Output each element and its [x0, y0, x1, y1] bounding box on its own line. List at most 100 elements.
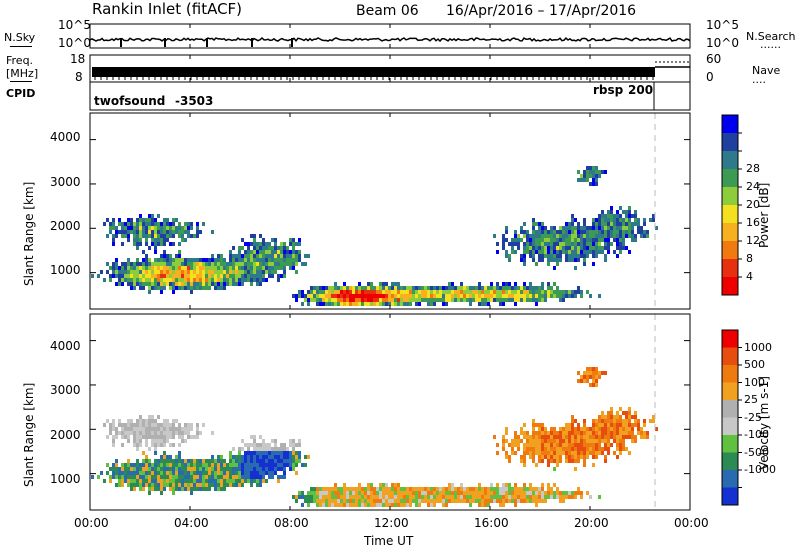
velocity-cell	[556, 443, 559, 447]
velocity-cell	[460, 491, 463, 495]
velocity-cell	[244, 451, 247, 455]
velocity-cell	[262, 451, 265, 455]
power-cell	[277, 250, 280, 254]
velocity-cell	[556, 455, 559, 459]
velocity-cell	[481, 499, 484, 503]
velocity-cell	[619, 443, 622, 447]
velocity-cell	[583, 423, 586, 427]
velocity-cell	[586, 431, 589, 435]
power-cell	[199, 230, 202, 234]
power-cell	[169, 226, 172, 230]
power-cell	[229, 258, 232, 262]
power-cell	[178, 222, 181, 226]
power-cell	[535, 234, 538, 238]
power-cell	[523, 294, 526, 298]
velocity-cell	[631, 423, 634, 427]
power-cell	[538, 226, 541, 230]
velocity-cell	[178, 431, 181, 435]
power-cell	[373, 302, 376, 306]
velocity-cell	[604, 455, 607, 459]
velocity-cell	[565, 491, 568, 495]
velocity-cell	[550, 459, 553, 463]
velocity-cell	[139, 487, 142, 491]
velocity-cell	[271, 447, 274, 451]
velocity-cell	[151, 443, 154, 447]
velocity-cell	[382, 491, 385, 495]
power-cell	[577, 290, 580, 294]
power-cell	[643, 234, 646, 238]
velocity-cell	[259, 467, 262, 471]
power-cell	[268, 266, 271, 270]
velocity-cell	[184, 467, 187, 471]
velocity-cell	[532, 423, 535, 427]
power-cell	[121, 270, 124, 274]
power-cell	[556, 230, 559, 234]
velocity-cell	[232, 463, 235, 467]
velocity-cell	[298, 455, 301, 459]
power-cell	[562, 246, 565, 250]
power-cell	[298, 258, 301, 262]
power-cell	[505, 254, 508, 258]
velocity-cell	[253, 455, 256, 459]
velocity-cell	[532, 439, 535, 443]
velocity-cell	[535, 491, 538, 495]
velocity-cell	[133, 463, 136, 467]
velocity-cell	[163, 479, 166, 483]
velocity-cell	[250, 451, 253, 455]
power-cell	[595, 178, 598, 182]
power-cell	[631, 238, 634, 242]
power-cell	[505, 282, 508, 286]
power-cell	[619, 206, 622, 210]
velocity-cell	[559, 499, 562, 503]
velocity-cell	[283, 443, 286, 447]
power-cell	[472, 298, 475, 302]
power-cell	[583, 174, 586, 178]
power-cell	[571, 222, 574, 226]
velocity-cell	[538, 455, 541, 459]
velocity-cell	[517, 439, 520, 443]
velocity-cell	[577, 379, 580, 383]
power-cell	[220, 286, 223, 290]
velocity-cell	[121, 423, 124, 427]
power-cell	[532, 226, 535, 230]
velocity-cell	[556, 451, 559, 455]
velocity-cell	[121, 463, 124, 467]
velocity-cell	[520, 427, 523, 431]
power-cell	[523, 262, 526, 266]
velocity-cell	[256, 447, 259, 451]
velocity-cell	[178, 487, 181, 491]
power-cell	[481, 298, 484, 302]
velocity-cell	[166, 431, 169, 435]
velocity-cell	[379, 495, 382, 499]
power-cell	[616, 210, 619, 214]
power-cell	[271, 246, 274, 250]
velocity-cell	[334, 487, 337, 491]
velocity-cell	[343, 495, 346, 499]
velocity-cell	[292, 443, 295, 447]
power-cell	[637, 230, 640, 234]
power-cell	[205, 270, 208, 274]
velocity-cell	[568, 491, 571, 495]
velocity-cell	[397, 495, 400, 499]
power-cell	[457, 286, 460, 290]
power-cell	[586, 238, 589, 242]
power-cell	[220, 254, 223, 258]
power-cell	[169, 222, 172, 226]
power-cell	[205, 266, 208, 270]
power-cell	[229, 274, 232, 278]
power-cell	[535, 238, 538, 242]
velocity-cell	[493, 499, 496, 503]
power-cell	[274, 266, 277, 270]
power-cell	[358, 282, 361, 286]
velocity-cell	[142, 459, 145, 463]
velocity-cell	[613, 415, 616, 419]
velocity-cell	[181, 439, 184, 443]
power-cell	[577, 226, 580, 230]
velocity-cell	[565, 459, 568, 463]
velocity-cell	[379, 483, 382, 487]
velocity-cell	[466, 499, 469, 503]
velocity-cell	[397, 499, 400, 503]
power-cell	[394, 302, 397, 306]
velocity-cell	[211, 463, 214, 467]
velocity-cell	[319, 495, 322, 499]
